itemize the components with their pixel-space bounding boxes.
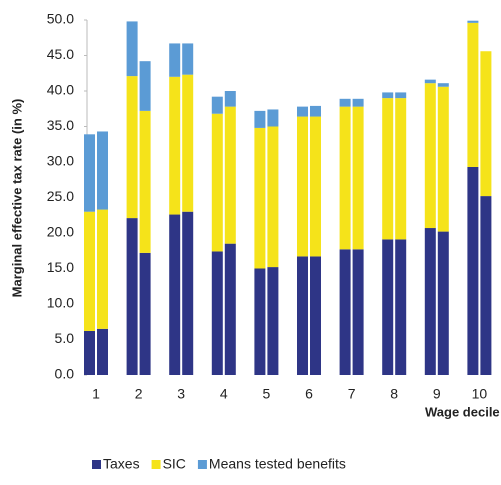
bar-segment xyxy=(297,256,308,375)
bar-segment xyxy=(424,83,436,229)
bar-segment xyxy=(126,21,138,77)
x-tick-label: 6 xyxy=(305,386,313,402)
bar-segment xyxy=(382,92,394,99)
bar-segment xyxy=(480,51,492,197)
bar-segment xyxy=(467,22,479,167)
x-tick-label: 9 xyxy=(433,386,441,402)
bar-segment xyxy=(382,98,394,240)
bar-segment xyxy=(254,268,266,375)
bar-segment xyxy=(267,109,279,127)
y-tick-label: 35.0 xyxy=(47,117,74,133)
y-tick-label: 15.0 xyxy=(47,259,74,275)
bar-segment xyxy=(97,131,108,210)
bar-segment xyxy=(339,106,351,250)
x-tick-label: 1 xyxy=(92,386,100,402)
bar-segment xyxy=(267,126,279,268)
y-tick-label: 0.0 xyxy=(55,366,75,382)
y-tick-label: 30.0 xyxy=(47,153,74,169)
x-tick-label: 2 xyxy=(135,386,143,402)
y-tick-label: 10.0 xyxy=(47,295,74,311)
x-tick-label: 4 xyxy=(220,386,228,402)
bar-segment xyxy=(437,231,449,375)
bar-segment xyxy=(182,43,194,75)
bar-segment xyxy=(139,61,151,111)
legend-swatch xyxy=(197,460,207,469)
legend-swatch xyxy=(151,460,161,469)
bar-segment xyxy=(169,214,181,375)
bar-segment xyxy=(395,92,407,99)
x-tick-label: 7 xyxy=(348,386,356,402)
bar-segment xyxy=(352,106,364,250)
legend-label: Taxes xyxy=(103,456,140,472)
bar-segment xyxy=(352,249,364,375)
x-tick-label: 10 xyxy=(472,386,488,402)
bar-segment xyxy=(169,76,181,215)
bar-segment xyxy=(382,239,394,375)
bar-segment xyxy=(211,251,223,375)
bar-segment xyxy=(424,79,436,84)
legend-label: Means tested benefits xyxy=(209,456,346,472)
bar-segment xyxy=(97,209,108,329)
bar-segment xyxy=(169,43,181,77)
bar-segment xyxy=(84,211,95,331)
bar-segment xyxy=(126,76,138,219)
bar-segment xyxy=(437,86,449,232)
bar-segment xyxy=(424,228,436,375)
bar-segment xyxy=(224,91,236,107)
bar-segment xyxy=(84,134,95,212)
x-axis-title: Wage decile xyxy=(425,404,500,419)
bar-segment xyxy=(339,249,351,375)
bar-segment xyxy=(467,20,479,23)
bar-segment xyxy=(254,110,266,128)
y-tick-label: 50.0 xyxy=(47,11,74,27)
bar-segment xyxy=(211,113,223,252)
bar-segment xyxy=(267,267,279,375)
y-tick-label: 5.0 xyxy=(55,330,75,346)
bar-segment xyxy=(211,96,223,114)
bar-segment xyxy=(297,116,308,257)
bar-segment xyxy=(310,105,321,117)
bar-segment xyxy=(182,74,194,212)
bar-segment xyxy=(84,330,95,375)
legend-label: SIC xyxy=(163,456,186,472)
bar-segment xyxy=(395,98,407,240)
bar-segment xyxy=(467,166,479,375)
bar-segment xyxy=(339,98,351,107)
bar-segment xyxy=(480,196,492,375)
y-tick-label: 20.0 xyxy=(47,224,74,240)
legend-swatch xyxy=(92,460,101,469)
bar-segment xyxy=(97,328,108,375)
bar-segment xyxy=(310,116,321,257)
bar-segment xyxy=(297,106,308,117)
bar-segment xyxy=(352,98,364,107)
x-tick-label: 3 xyxy=(177,386,185,402)
bar-segment xyxy=(224,106,236,244)
bar-segment xyxy=(182,211,194,375)
bar-segment xyxy=(139,110,151,253)
bar-segment xyxy=(126,218,138,375)
y-axis-title: Marginal effective tax rate (in %) xyxy=(9,99,24,298)
bar-segment xyxy=(310,256,321,375)
bar-segment xyxy=(254,127,266,269)
y-tick-label: 40.0 xyxy=(47,82,74,98)
bar-segment xyxy=(437,83,449,87)
y-tick-label: 25.0 xyxy=(47,188,74,204)
y-tick-label: 45.0 xyxy=(47,46,74,62)
bar-segment xyxy=(395,239,407,375)
x-tick-label: 5 xyxy=(263,386,271,402)
bar-segment xyxy=(224,243,236,375)
bar-segment xyxy=(139,252,151,375)
x-tick-label: 8 xyxy=(390,386,398,402)
